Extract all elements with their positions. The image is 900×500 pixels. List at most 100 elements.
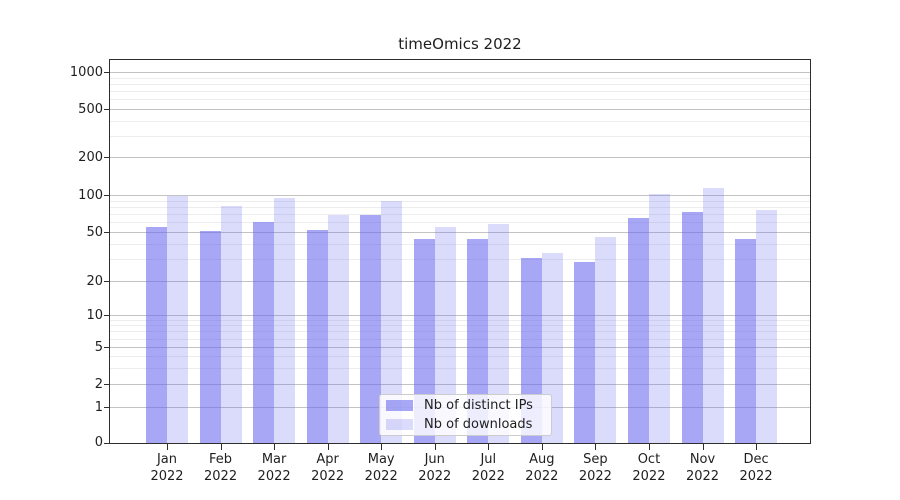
- y-tick-label: 50: [86, 224, 103, 240]
- bar-downloads-may: [381, 200, 403, 443]
- bar-downloads-nov: [702, 188, 724, 443]
- x-tick-mark: [220, 444, 222, 450]
- y-tick-mark: [104, 315, 110, 316]
- minor-gridline: [110, 91, 810, 93]
- x-tick-label: Apr 2022: [293, 451, 363, 485]
- minor-gridline: [110, 319, 810, 321]
- minor-gridline: [110, 120, 810, 122]
- bar-downloads-jan: [167, 195, 188, 443]
- x-tick-mark: [541, 444, 543, 450]
- major-gridline: [110, 72, 810, 73]
- y-tick-mark: [104, 407, 110, 408]
- y-tick-mark: [104, 72, 110, 73]
- x-tick-year: 2022: [150, 469, 184, 484]
- bar-distinct-ips-dec: [735, 239, 757, 443]
- x-tick-mark: [595, 444, 597, 450]
- bar-downloads-oct: [648, 194, 670, 443]
- x-tick-mark: [488, 444, 490, 450]
- bar-distinct-ips-apr: [306, 230, 328, 443]
- minor-gridline: [110, 83, 810, 85]
- minor-gridline: [110, 135, 810, 137]
- minor-gridline: [110, 338, 810, 340]
- legend-swatch-downloads: [386, 419, 413, 430]
- y-tick-label: 500: [78, 101, 103, 117]
- x-tick-label: Mar 2022: [239, 451, 309, 485]
- y-tick-mark: [104, 109, 110, 110]
- y-tick-label: 100: [78, 187, 103, 203]
- y-tick-label: 200: [78, 149, 103, 165]
- legend: Nb of distinct IPs Nb of downloads: [379, 394, 552, 436]
- bar-downloads-mar: [274, 198, 296, 443]
- minor-gridline: [110, 222, 810, 224]
- x-tick-mark: [167, 444, 168, 450]
- x-tick-year: 2022: [525, 469, 559, 484]
- minor-gridline: [110, 367, 810, 369]
- minor-gridline: [110, 214, 810, 216]
- legend-label-downloads: Nb of downloads: [424, 417, 533, 432]
- x-tick-label: Feb 2022: [186, 451, 256, 485]
- y-tick-label: 1000: [69, 64, 103, 80]
- bar-distinct-ips-may: [360, 215, 382, 443]
- y-tick-label: 5: [94, 339, 103, 355]
- bar-distinct-ips-oct: [627, 217, 649, 443]
- x-tick-year: 2022: [739, 469, 773, 484]
- bar-downloads-jun: [434, 226, 456, 443]
- x-tick-mark: [702, 444, 704, 450]
- major-gridline: [110, 315, 810, 316]
- minor-gridline: [110, 259, 810, 261]
- legend-item-downloads: Nb of downloads: [386, 417, 543, 432]
- x-tick-year: 2022: [578, 469, 612, 484]
- minor-gridline: [110, 99, 810, 101]
- y-tick-mark: [104, 157, 110, 158]
- minor-gridline: [110, 200, 810, 202]
- legend-item-distinct-ips: Nb of distinct IPs: [386, 398, 543, 413]
- chart-title: timeOmics 2022: [398, 35, 522, 53]
- x-tick-mark: [381, 444, 383, 450]
- plot-area: [109, 59, 811, 444]
- bar-distinct-ips-jan: [146, 227, 167, 443]
- minor-gridline: [110, 331, 810, 333]
- y-tick-label: 1: [94, 399, 103, 415]
- bar-distinct-ips-mar: [253, 221, 275, 443]
- minor-gridline: [110, 325, 810, 327]
- y-tick-mark: [104, 195, 110, 196]
- x-tick-year: 2022: [364, 469, 398, 484]
- bar-distinct-ips-sep: [574, 261, 596, 443]
- x-tick-year: 2022: [257, 469, 291, 484]
- bar-distinct-ips-jul: [467, 239, 489, 443]
- y-tick-mark: [104, 442, 110, 444]
- legend-swatch-distinct-ips: [386, 400, 413, 411]
- bar-distinct-ips-nov: [681, 212, 703, 443]
- x-tick-label: Oct 2022: [614, 451, 684, 485]
- x-tick-year: 2022: [311, 469, 345, 484]
- x-tick-label: Dec 2022: [721, 451, 791, 485]
- y-tick-mark: [104, 232, 110, 233]
- minor-gridline: [110, 206, 810, 208]
- x-tick-label: Nov 2022: [668, 451, 738, 485]
- y-tick-mark: [104, 281, 110, 282]
- y-tick-label: 10: [86, 307, 103, 323]
- x-tick-mark: [756, 444, 758, 450]
- major-gridline: [110, 109, 810, 110]
- x-tick-label: Jun 2022: [400, 451, 470, 485]
- bar-distinct-ips-feb: [199, 231, 221, 443]
- x-tick-label: Sep 2022: [560, 451, 630, 485]
- x-tick-mark: [434, 444, 436, 450]
- minor-gridline: [110, 243, 810, 245]
- minor-gridline: [110, 77, 810, 79]
- x-tick-label: May 2022: [346, 451, 416, 485]
- x-tick-year: 2022: [632, 469, 666, 484]
- bar-downloads-feb: [220, 206, 242, 443]
- x-tick-year: 2022: [685, 469, 720, 484]
- y-tick-mark: [104, 347, 110, 348]
- x-tick-label: Aug 2022: [507, 451, 577, 485]
- major-gridline: [110, 281, 810, 282]
- y-tick-label: 20: [86, 273, 103, 289]
- x-tick-mark: [648, 444, 650, 450]
- bar-downloads-jul: [488, 223, 510, 443]
- x-tick-label: Jul 2022: [453, 451, 523, 485]
- x-tick-year: 2022: [418, 469, 452, 484]
- bar-downloads-dec: [756, 210, 778, 443]
- x-tick-mark: [274, 444, 276, 450]
